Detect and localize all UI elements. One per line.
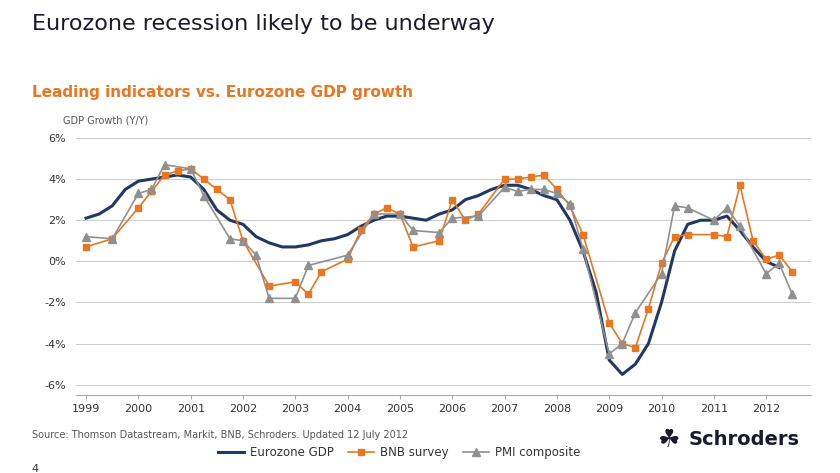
Text: ☘: ☘ [657,428,679,452]
Text: Leading indicators vs. Eurozone GDP growth: Leading indicators vs. Eurozone GDP grow… [32,85,413,100]
Legend: Eurozone GDP, BNB survey, PMI composite: Eurozone GDP, BNB survey, PMI composite [213,441,585,464]
Text: Source: Thomson Datastream, Markit, BNB, Schroders. Updated 12 July 2012: Source: Thomson Datastream, Markit, BNB,… [32,430,408,440]
Text: 4: 4 [32,464,39,473]
Text: Schroders: Schroders [689,430,800,449]
Text: Eurozone recession likely to be underway: Eurozone recession likely to be underway [32,14,495,34]
Text: GDP Growth (Y/Y): GDP Growth (Y/Y) [63,116,148,126]
